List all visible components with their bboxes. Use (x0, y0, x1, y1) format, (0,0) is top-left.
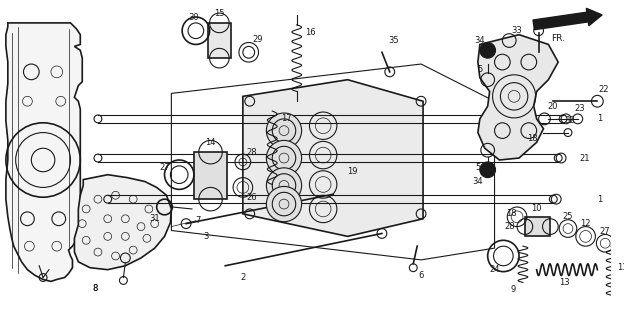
Text: 4: 4 (546, 19, 551, 28)
Text: 5: 5 (477, 65, 482, 75)
Text: 11: 11 (618, 263, 624, 272)
Text: 18: 18 (506, 209, 517, 218)
Circle shape (266, 168, 301, 203)
Text: 28: 28 (246, 148, 257, 157)
Polygon shape (478, 35, 558, 160)
Text: 8: 8 (92, 284, 97, 293)
Text: 24: 24 (489, 265, 500, 274)
Circle shape (266, 187, 301, 222)
Circle shape (480, 43, 495, 58)
Text: 30: 30 (188, 12, 199, 21)
Text: 15: 15 (214, 9, 225, 18)
Text: 18: 18 (527, 134, 538, 143)
Bar (525, 217, 550, 236)
Text: 21: 21 (579, 154, 590, 163)
Circle shape (266, 140, 301, 176)
Text: 6: 6 (419, 271, 424, 280)
Text: 7: 7 (195, 216, 200, 225)
FancyArrow shape (533, 8, 602, 30)
Text: 2: 2 (240, 273, 245, 282)
Text: 8: 8 (92, 284, 97, 293)
Text: 10: 10 (532, 204, 542, 213)
Text: 1: 1 (597, 114, 602, 124)
Circle shape (266, 113, 301, 148)
Text: 35: 35 (388, 36, 399, 45)
Text: 19: 19 (348, 167, 358, 176)
Text: 17: 17 (281, 114, 291, 124)
Text: 29: 29 (252, 35, 263, 44)
Text: 20: 20 (547, 102, 558, 111)
Text: 22: 22 (598, 85, 608, 94)
Text: 33: 33 (512, 26, 522, 35)
Text: 34: 34 (472, 177, 483, 186)
Text: 27: 27 (600, 227, 610, 236)
Text: 13: 13 (558, 278, 569, 287)
Polygon shape (74, 175, 172, 270)
Text: FR.: FR. (551, 34, 565, 43)
Text: 28: 28 (504, 222, 515, 231)
Text: 34: 34 (474, 36, 485, 45)
Text: 12: 12 (580, 219, 591, 228)
Text: 23: 23 (575, 104, 585, 113)
Polygon shape (6, 23, 82, 281)
Text: 16: 16 (305, 28, 316, 37)
Text: 31: 31 (149, 214, 160, 223)
Bar (194, 152, 227, 199)
Text: 3: 3 (203, 232, 208, 241)
Polygon shape (243, 80, 423, 236)
Text: 27: 27 (159, 163, 170, 172)
Text: 25: 25 (563, 212, 573, 221)
Text: 26: 26 (246, 193, 257, 202)
Text: 14: 14 (205, 138, 216, 147)
Text: 32: 32 (565, 116, 575, 125)
Text: 5: 5 (475, 163, 480, 172)
Text: 9: 9 (510, 285, 516, 294)
Bar (208, 23, 231, 58)
Text: 1: 1 (597, 195, 602, 204)
Circle shape (480, 162, 495, 178)
